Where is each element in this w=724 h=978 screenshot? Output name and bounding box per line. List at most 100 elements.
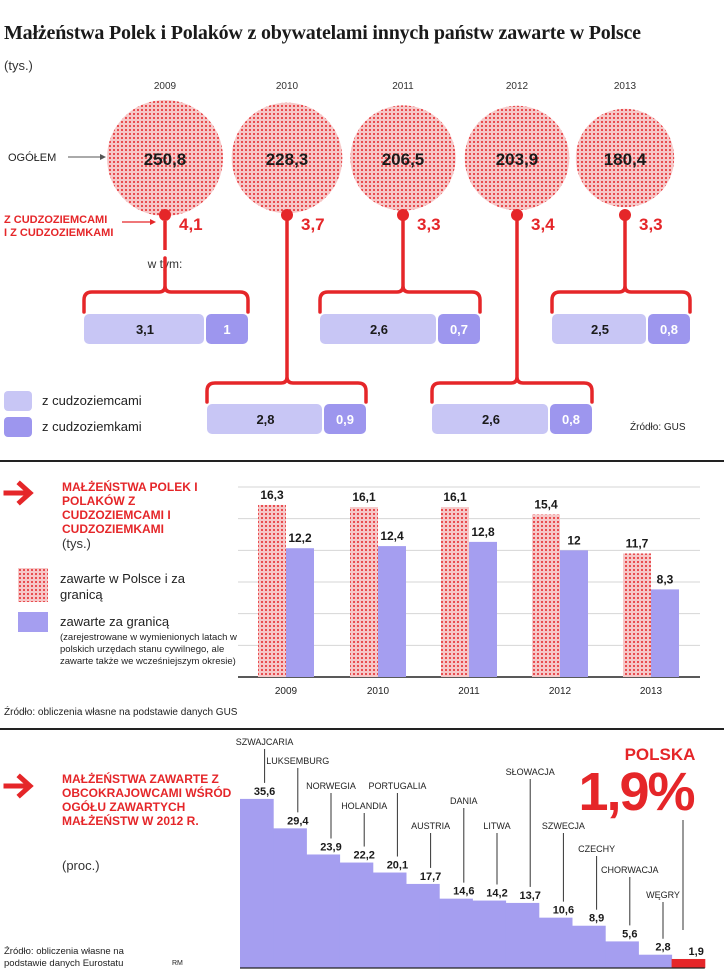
men-value: 2,6 xyxy=(482,412,500,427)
country-label: SZWAJCARIA xyxy=(236,737,294,747)
country-value: 5,6 xyxy=(622,928,637,940)
country-bar xyxy=(406,883,440,968)
country-bar xyxy=(439,898,473,968)
country-bar xyxy=(339,862,374,968)
men-value: 2,5 xyxy=(591,322,609,337)
total-value: 203,9 xyxy=(496,150,539,169)
country-bar xyxy=(572,925,606,968)
legend-swatch-men xyxy=(4,391,32,411)
bar-abroad-label: 12,8 xyxy=(471,525,495,539)
country-bar xyxy=(605,941,639,968)
breakdown-bracket xyxy=(430,219,594,404)
total-pointer-arrow xyxy=(100,154,106,160)
divider xyxy=(0,728,724,730)
women-value: 0,8 xyxy=(562,412,580,427)
bar-abroad-label: 12,2 xyxy=(288,531,312,545)
legend-label-men: z cudzoziemcami xyxy=(42,393,142,408)
legend-label-abroad: zawarte za granicą xyxy=(60,614,170,629)
foreign-value: 3,3 xyxy=(639,215,663,234)
total-bubble xyxy=(575,108,675,208)
bar-total-label: 15,4 xyxy=(534,497,558,511)
country-value: 13,7 xyxy=(519,890,540,902)
source-gus-calc: Źródło: obliczenia własne na podstawie d… xyxy=(4,707,238,718)
bubble-chart: 2009 250,8 2010 228,3 2011 206,5 2012 203,9 2013… xyxy=(3,81,692,799)
legend-swatch-total xyxy=(18,568,48,602)
country-bar xyxy=(671,958,706,968)
country-bar xyxy=(638,954,673,968)
bar-total xyxy=(258,504,286,677)
country-label: LITWA xyxy=(483,821,510,831)
year-label: 2011 xyxy=(392,81,414,92)
foreign-value: 3,7 xyxy=(301,215,325,234)
women-bar xyxy=(324,404,366,434)
men-value: 3,1 xyxy=(136,322,154,337)
year-label: 2012 xyxy=(506,81,529,92)
foreign-value: 4,1 xyxy=(179,215,203,234)
bar-abroad xyxy=(378,546,406,677)
country-bar xyxy=(505,902,540,968)
country-label: PORTUGALIA xyxy=(368,781,426,791)
x-tick-label: 2012 xyxy=(549,686,572,697)
men-value: 2,8 xyxy=(256,412,274,427)
men-bar xyxy=(207,404,322,434)
x-tick-label: 2009 xyxy=(275,686,298,697)
section3-unit: (proc.) xyxy=(62,858,100,873)
men-bar xyxy=(552,314,646,344)
bar-total xyxy=(441,507,469,677)
section3-title: MAŁŻEŃSTWA ZAWARTE Z OBCOKRAJOWCAMI WŚRÓ… xyxy=(62,772,232,828)
legend-swatch-women xyxy=(4,417,32,437)
country-value: 20,1 xyxy=(387,860,408,872)
country-value: 29,4 xyxy=(287,815,309,827)
breakdown-bracket xyxy=(318,219,482,314)
arrow-icon xyxy=(3,773,34,799)
foreign-value: 3,3 xyxy=(417,215,441,234)
country-bar xyxy=(240,798,274,968)
breakdown-bracket xyxy=(550,219,692,314)
country-label: CHORWACJA xyxy=(601,865,659,875)
bar-total xyxy=(623,553,651,677)
country-label: SZWECJA xyxy=(542,821,585,831)
country-value: 23,9 xyxy=(320,841,341,853)
country-value: 22,2 xyxy=(353,850,374,862)
country-label: HOLANDIA xyxy=(341,801,387,811)
bar-chart-countries: SZWAJCARIA 35,6 LUKSEMBURG 29,4 NORWEGIA 23,9… xyxy=(236,737,706,969)
legend-label-total: zawarte w Polsce i za granicą xyxy=(60,571,185,602)
source-eurostat: Źródło: obliczenia własne na podstawie d… xyxy=(4,946,124,969)
women-bar xyxy=(206,314,248,344)
country-value: 2,8 xyxy=(655,942,670,954)
women-value: 0,7 xyxy=(450,322,468,337)
foreign-dot xyxy=(511,209,523,221)
foreign-dot xyxy=(397,209,409,221)
men-bar xyxy=(84,314,204,344)
total-value: 228,3 xyxy=(266,150,309,169)
bar-total xyxy=(350,507,378,677)
country-label: CZECHY xyxy=(578,844,615,854)
country-label: NORWEGIA xyxy=(306,781,356,791)
country-value: 17,7 xyxy=(420,871,441,883)
breakdown-bracket xyxy=(82,256,250,314)
foreign-dot xyxy=(281,209,293,221)
year-label: 2013 xyxy=(614,81,637,92)
bar-abroad xyxy=(651,589,679,677)
bar-abroad xyxy=(469,541,497,677)
total-bubble xyxy=(107,100,223,216)
arrow-icon xyxy=(3,480,34,506)
legend-label-women: z cudzoziemkami xyxy=(42,419,142,434)
x-tick-label: 2013 xyxy=(640,686,663,697)
highlight-value: 1,9% xyxy=(578,762,694,822)
legend-note: (zarejestrowane w wymienionych latach w … xyxy=(60,632,237,667)
country-value: 8,9 xyxy=(589,913,604,925)
country-value: 14,6 xyxy=(453,886,474,898)
foreign-dot xyxy=(159,209,171,221)
total-value: 250,8 xyxy=(144,150,187,169)
country-value: 1,9 xyxy=(689,946,704,958)
country-label: LUKSEMBURG xyxy=(266,756,329,766)
women-bar xyxy=(550,404,592,434)
bar-total-label: 16,1 xyxy=(352,490,376,504)
country-bar xyxy=(306,854,341,968)
legend-swatch-abroad xyxy=(18,612,48,632)
year-label: 2010 xyxy=(276,81,299,92)
country-label: AUSTRIA xyxy=(411,821,450,831)
country-label: WĘGRY xyxy=(646,890,680,900)
